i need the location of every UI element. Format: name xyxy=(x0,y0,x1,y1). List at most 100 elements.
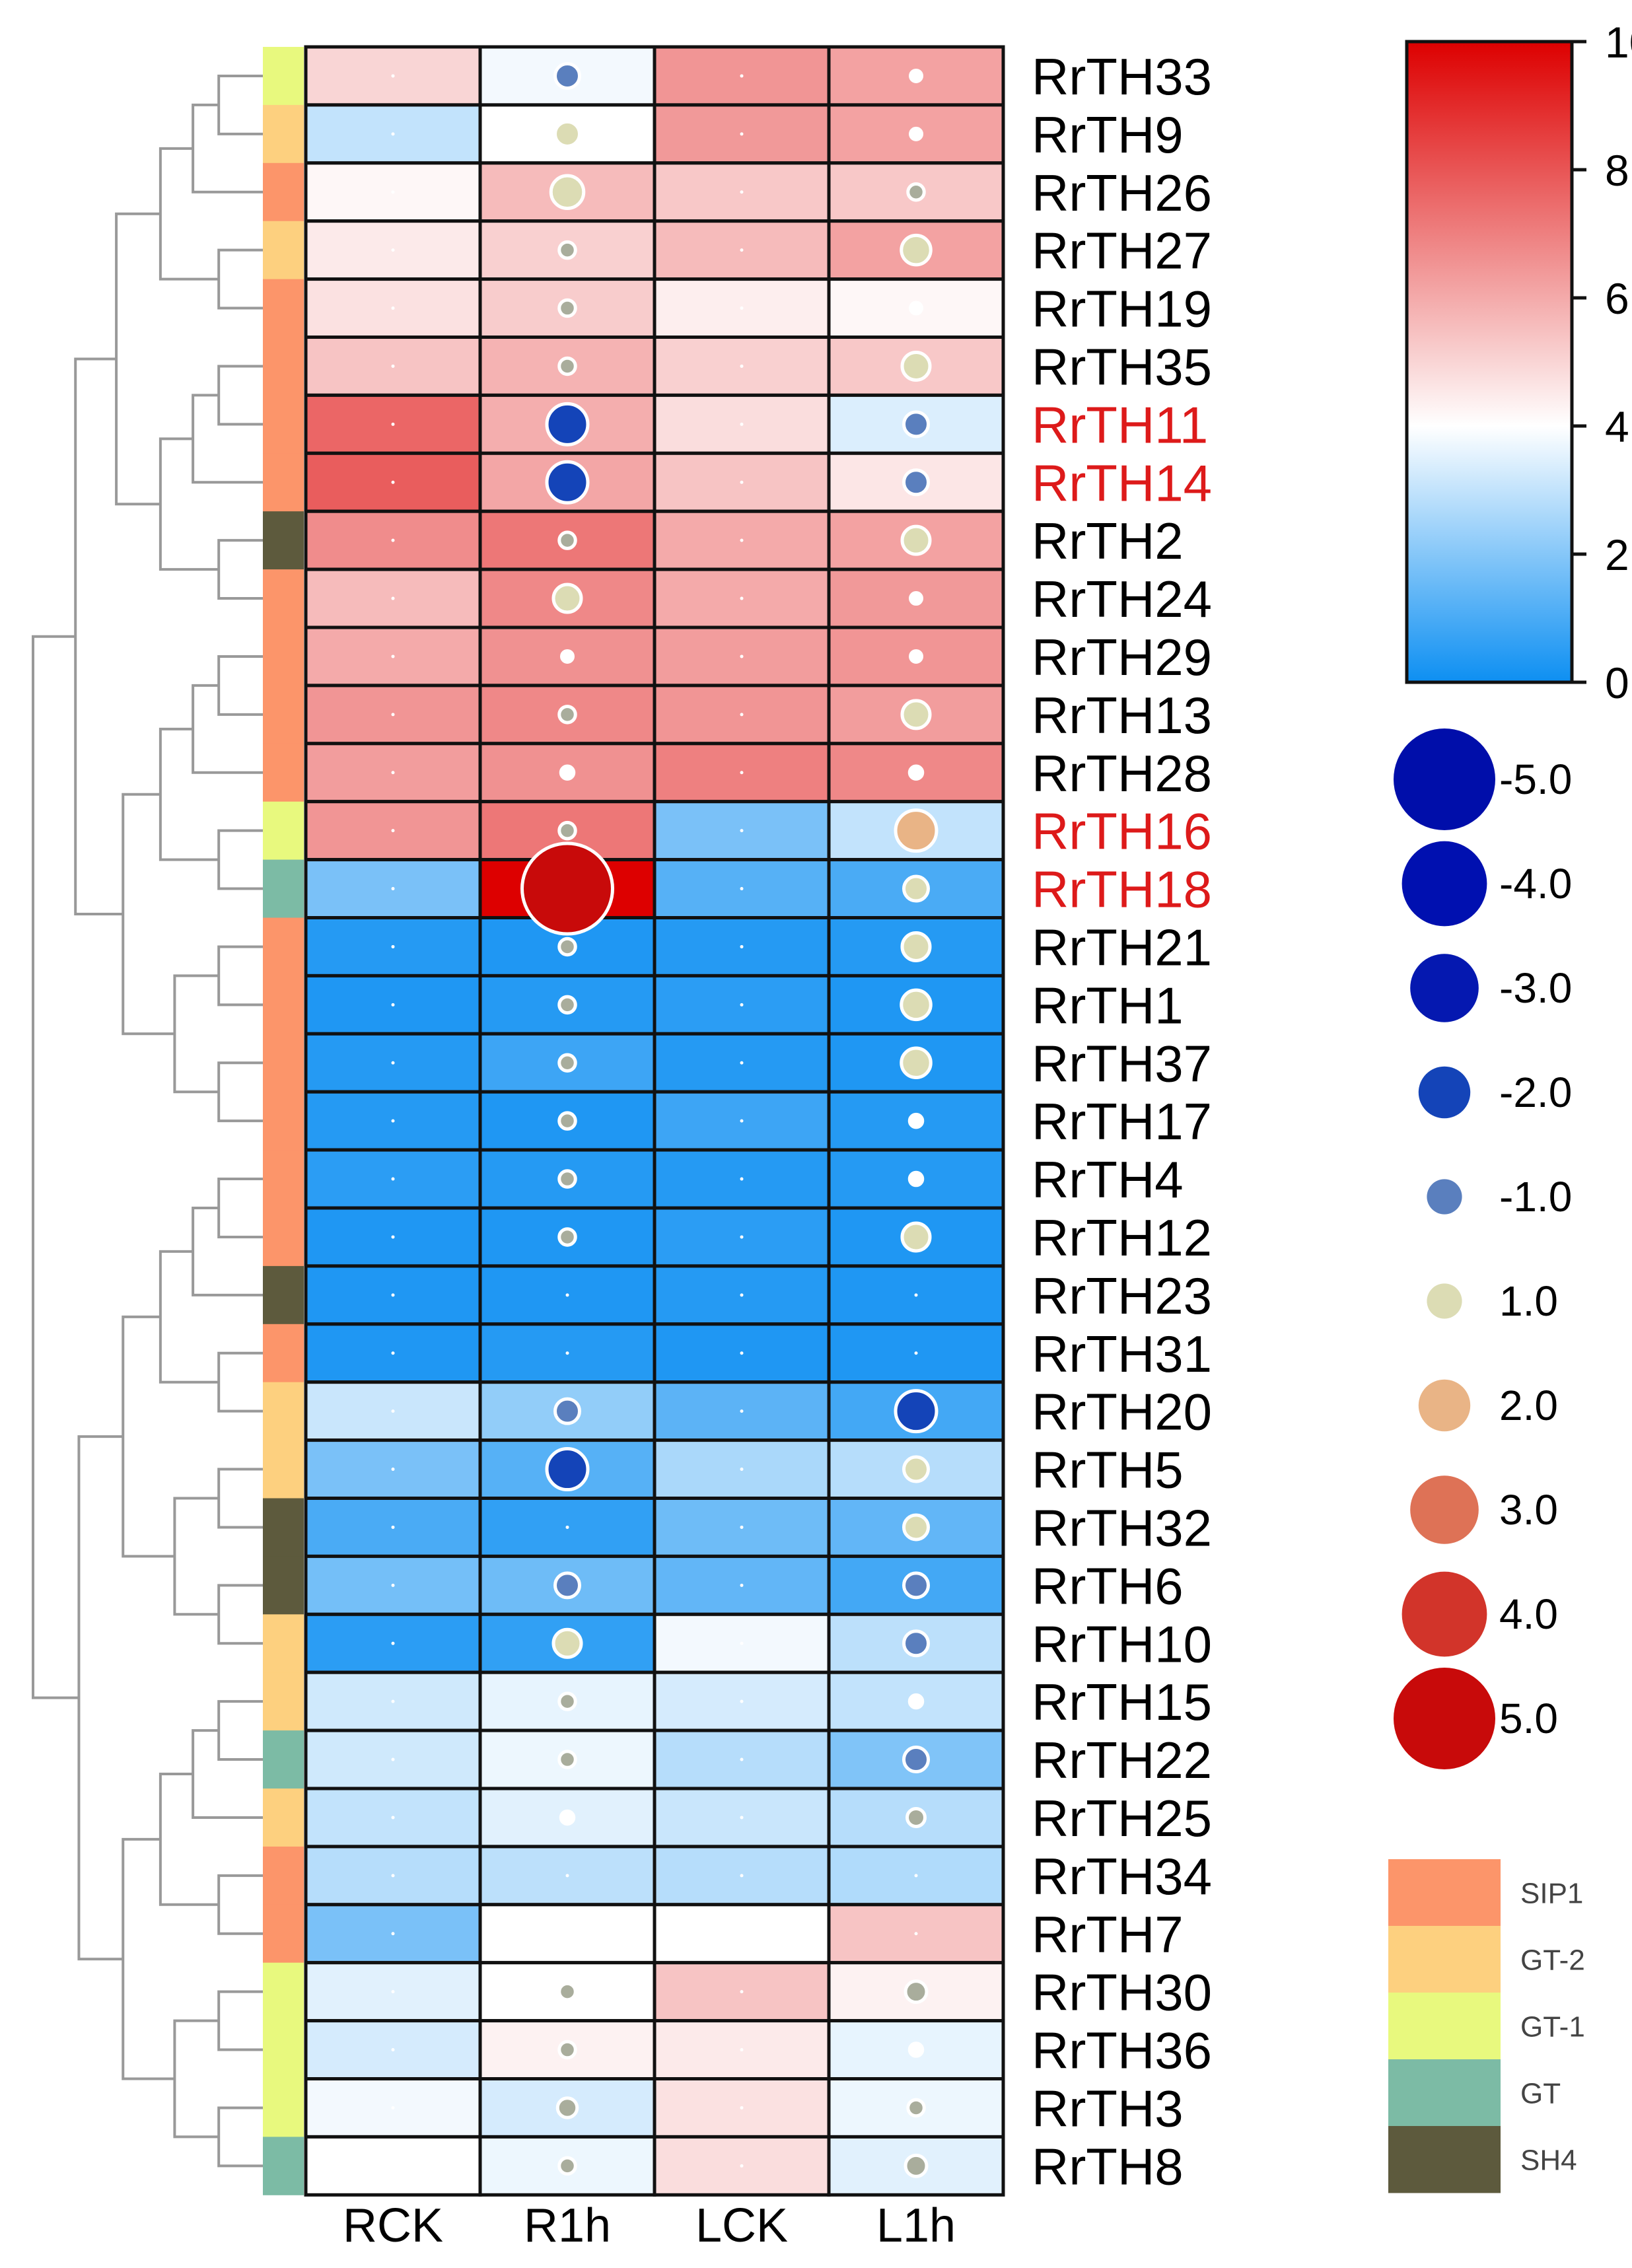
bubble-RrTH22-LCK xyxy=(740,1757,744,1761)
bubble-RrTH27-LCK xyxy=(740,248,744,252)
gene-label-RrTH7: RrTH7 xyxy=(1032,1905,1184,1964)
dendrogram-branch xyxy=(173,1497,219,1616)
colorbar-tick-label: 8.0 xyxy=(1605,146,1632,195)
size-legend-label: 3.0 xyxy=(1499,1486,1558,1534)
group-swatch-RrTH34 xyxy=(263,1846,304,1905)
dendrogram xyxy=(32,74,263,2168)
bubble-RrTH27-RCK xyxy=(391,248,395,252)
colorbar-tick-label: 0.0 xyxy=(1605,658,1632,707)
group-swatch-RrTH22 xyxy=(263,1730,304,1789)
bubble-RrTH13-LCK xyxy=(740,713,744,717)
gene-label-RrTH16: RrTH16 xyxy=(1032,802,1212,861)
bubble-RrTH10-L1h xyxy=(902,1629,930,1658)
dendrogram-branch xyxy=(217,1468,263,1529)
cell-RrTH37-LCK xyxy=(653,1032,831,1094)
bubble-RrTH14-RCK xyxy=(391,480,395,484)
bubble-RrTH31-RCK xyxy=(391,1351,395,1355)
group-swatch-RrTH5 xyxy=(263,1440,304,1499)
group-swatch-RrTH33 xyxy=(263,47,304,106)
bubble-RrTH31-L1h xyxy=(914,1351,918,1355)
dendrogram-branch xyxy=(217,74,263,135)
bubble-RrTH23-R1h xyxy=(565,1293,569,1297)
bubble-RrTH17-R1h xyxy=(557,1111,577,1131)
dendrogram-branch xyxy=(115,212,160,506)
group-swatch-RrTH18 xyxy=(263,859,304,918)
bubble-RrTH12-LCK xyxy=(740,1235,744,1239)
bubble-RrTH31-R1h xyxy=(565,1351,569,1355)
bubble-RrTH9-R1h xyxy=(553,120,581,148)
group-swatch-RrTH28 xyxy=(263,743,304,802)
group-swatch-RrTH24 xyxy=(263,569,304,628)
bubble-RrTH15-R1h xyxy=(557,1691,577,1711)
bubble-RrTH13-R1h xyxy=(557,705,577,725)
dendrogram-branch xyxy=(192,684,263,774)
bubble-RrTH21-RCK xyxy=(391,944,395,948)
bubble-RrTH27-R1h xyxy=(557,240,577,260)
bubble-RrTH16-L1h xyxy=(894,808,939,853)
bubble-RrTH29-L1h xyxy=(909,649,923,664)
bubble-RrTH2-RCK xyxy=(391,538,395,542)
bubble-RrTH33-RCK xyxy=(391,74,395,78)
colorbar-tick-label: 6.0 xyxy=(1605,274,1632,323)
bubble-RrTH11-LCK xyxy=(740,422,744,426)
bubble-RrTH28-RCK xyxy=(391,771,395,775)
bubble-RrTH19-R1h xyxy=(557,298,577,318)
bubble-RrTH32-L1h xyxy=(902,1513,930,1542)
bubble-RrTH18-LCK xyxy=(740,887,744,891)
size-legend-circle xyxy=(1427,1283,1462,1319)
bubble-RrTH32-RCK xyxy=(391,1525,395,1529)
bubble-RrTH20-L1h xyxy=(894,1389,939,1434)
gene-label-RrTH17: RrTH17 xyxy=(1032,1092,1212,1151)
bubble-RrTH8-R1h xyxy=(557,2156,577,2176)
gene-label-RrTH15: RrTH15 xyxy=(1032,1673,1212,1731)
gene-label-RrTH33: RrTH33 xyxy=(1032,48,1212,106)
group-swatch-RrTH11 xyxy=(263,395,304,454)
bubble-RrTH15-RCK xyxy=(391,1699,395,1703)
group-swatch-RrTH23 xyxy=(263,1265,304,1325)
dendrogram-branch xyxy=(173,974,219,1094)
gene-label-RrTH37: RrTH37 xyxy=(1032,1034,1212,1092)
bubble-RrTH33-LCK xyxy=(740,74,744,78)
gene-label-RrTH18: RrTH18 xyxy=(1032,861,1212,919)
bubble-RrTH30-L1h xyxy=(904,1979,929,2004)
bubble-RrTH33-R1h xyxy=(553,61,581,90)
group-legend-swatch-GT-2 xyxy=(1388,1926,1501,1993)
group-swatch-RrTH32 xyxy=(263,1498,304,1557)
gene-label-RrTH19: RrTH19 xyxy=(1032,280,1212,338)
gene-label-RrTH4: RrTH4 xyxy=(1032,1151,1184,1209)
gene-label-RrTH23: RrTH23 xyxy=(1032,1267,1212,1325)
bubble-RrTH28-LCK xyxy=(740,771,744,775)
bubble-RrTH37-R1h xyxy=(557,1053,577,1073)
bubble-RrTH24-LCK xyxy=(740,596,744,600)
dendrogram-branch xyxy=(217,2106,263,2168)
dendrogram-branch xyxy=(159,1250,219,1384)
gene-label-RrTH28: RrTH28 xyxy=(1032,744,1212,802)
gene-label-RrTH20: RrTH20 xyxy=(1032,1383,1212,1441)
group-swatch-RrTH16 xyxy=(263,801,304,861)
cell-RrTH29-L1h xyxy=(827,625,1005,688)
group-swatch-RrTH12 xyxy=(263,1208,304,1267)
cell-RrTH36-L1h xyxy=(827,2019,1005,2081)
bubble-RrTH10-LCK xyxy=(740,1641,744,1645)
group-swatch-RrTH25 xyxy=(263,1789,304,1847)
bubble-RrTH2-L1h xyxy=(900,524,932,556)
group-legend: SIP1 GT-2 GT-1 GT SH4 xyxy=(1388,1859,1585,2193)
dendrogram-branch xyxy=(159,147,219,281)
gene-label-RrTH34: RrTH34 xyxy=(1032,1847,1212,1905)
bubble-RrTH3-R1h xyxy=(555,2096,579,2119)
column-labels: RCK R1h LCK L1h xyxy=(343,2199,956,2252)
gene-label-RrTH29: RrTH29 xyxy=(1032,628,1212,686)
bubble-RrTH18-R1h xyxy=(520,841,614,936)
bubble-RrTH11-R1h xyxy=(545,402,590,446)
bubble-RrTH9-RCK xyxy=(391,132,395,136)
size-legend-circle xyxy=(1427,1179,1462,1215)
bubble-RrTH19-L1h xyxy=(909,301,923,316)
gene-label-RrTH35: RrTH35 xyxy=(1032,337,1212,396)
column-label-L1h: L1h xyxy=(876,2199,956,2252)
gene-label-RrTH31: RrTH31 xyxy=(1032,1325,1212,1383)
gene-label-RrTH14: RrTH14 xyxy=(1032,454,1212,512)
dendrogram-branch xyxy=(32,635,79,1699)
dendrogram-branch xyxy=(217,1700,263,1761)
dendrogram-branch xyxy=(217,1584,263,1645)
bubble-RrTH20-LCK xyxy=(740,1409,744,1413)
